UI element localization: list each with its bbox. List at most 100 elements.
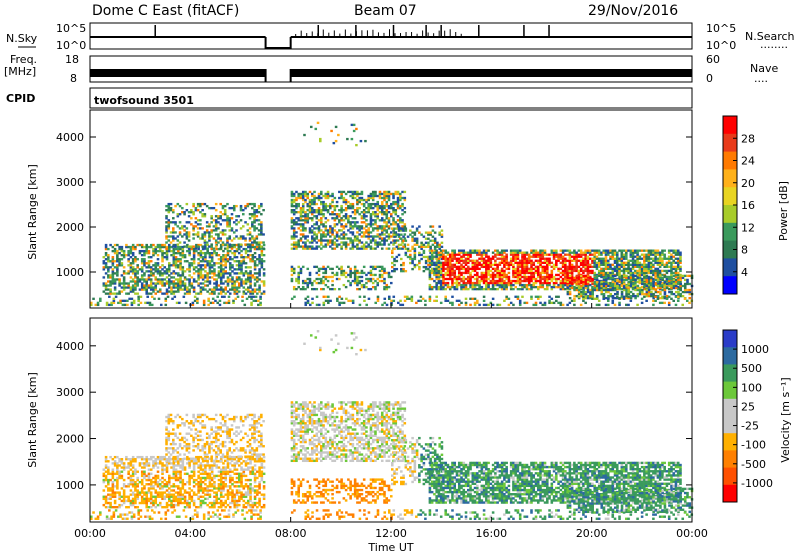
power-cell: [340, 194, 343, 198]
power-cell: [125, 272, 128, 275]
power-cell: [668, 276, 671, 280]
power-cell: [577, 269, 581, 273]
power-cell: [217, 215, 220, 218]
power-cell: [260, 223, 263, 226]
power-cell: [609, 255, 612, 258]
power-cell: [406, 297, 409, 300]
power-cell: [670, 290, 673, 294]
power-cell: [645, 257, 648, 260]
power-cell: [96, 301, 100, 305]
power-cell: [391, 269, 394, 273]
power-cell: [597, 251, 601, 254]
power-cell: [170, 249, 173, 253]
power-cell: [262, 209, 265, 212]
power-cell: [627, 261, 630, 264]
power-cell: [611, 251, 615, 254]
power-cell: [344, 275, 348, 279]
power-cell: [221, 219, 225, 222]
power-cell: [457, 271, 461, 275]
power-cell: [600, 282, 604, 286]
power-cell: [227, 301, 231, 305]
power-cell: [165, 276, 169, 279]
power-cell: [317, 206, 321, 210]
power-cell: [313, 237, 316, 240]
power-cell: [649, 251, 653, 254]
power-cell: [231, 286, 234, 289]
power-cell: [326, 219, 330, 222]
power-cell: [107, 276, 110, 279]
power-cell: [473, 273, 477, 277]
power-cell: [469, 275, 472, 279]
power-cell: [460, 273, 463, 277]
power-cell: [290, 217, 294, 220]
power-cell: [231, 270, 234, 273]
power-cell: [152, 264, 155, 267]
power-cell: [197, 262, 200, 265]
power-cell: [437, 251, 441, 254]
power-cell: [131, 290, 135, 293]
power-cell: [322, 225, 325, 228]
power-cell: [392, 192, 395, 196]
power-cell: [530, 259, 533, 262]
cpid-label: CPID: [6, 92, 35, 105]
power-cell: [435, 261, 438, 264]
power-cell: [297, 271, 300, 275]
power-cell: [469, 279, 472, 283]
power-cell: [219, 211, 222, 214]
power-cell: [315, 217, 319, 220]
power-cell: [193, 299, 197, 302]
power-cell: [453, 281, 457, 285]
power-cell: [297, 275, 300, 279]
power-cell: [652, 284, 655, 288]
power-cell: [609, 288, 613, 292]
power-cell: [672, 286, 676, 290]
power-cell: [462, 261, 466, 264]
power-cell: [451, 269, 454, 273]
power-cell: [299, 217, 303, 220]
power-cell: [442, 275, 445, 279]
power-cell: [552, 253, 556, 256]
station-title: Dome C East (fitACF): [92, 3, 239, 19]
power-cell: [183, 256, 187, 259]
power-cell: [260, 264, 264, 267]
power-cell: [228, 272, 232, 275]
power-cell: [165, 280, 169, 283]
power-cell: [331, 287, 334, 291]
power-cell: [154, 251, 158, 255]
power-cell: [559, 281, 563, 285]
power-cell: [219, 278, 223, 281]
power-cell: [258, 245, 261, 249]
power-cell: [647, 281, 651, 285]
power-cell: [525, 263, 529, 266]
power-cell: [199, 219, 202, 222]
power-cell: [210, 251, 214, 255]
power-cell: [199, 251, 203, 255]
power-cell: [344, 237, 348, 240]
power-cell: [127, 249, 130, 253]
power-cell: [227, 299, 231, 302]
power-cell: [679, 294, 683, 298]
power-cell: [507, 265, 511, 269]
power-cell: [322, 215, 325, 218]
power-cell: [503, 283, 506, 287]
power-cell: [503, 269, 506, 273]
power-cell: [188, 249, 191, 253]
power-cell: [125, 254, 128, 257]
power-cell: [582, 257, 585, 260]
power-cell: [208, 260, 212, 263]
power-cell: [584, 290, 588, 294]
power-cell: [232, 237, 236, 240]
power-cell: [113, 260, 117, 263]
power-cell: [233, 249, 237, 253]
power-cell: [165, 282, 169, 285]
power-cell: [199, 274, 203, 277]
power-cell: [240, 268, 243, 271]
power-cell: [367, 297, 371, 300]
power-cell: [374, 301, 378, 305]
power-cell: [326, 285, 330, 289]
power-cell: [204, 251, 207, 255]
power-cell: [165, 237, 168, 240]
power-cell: [244, 237, 247, 240]
power-cell: [380, 227, 384, 230]
power-cell: [228, 258, 232, 261]
